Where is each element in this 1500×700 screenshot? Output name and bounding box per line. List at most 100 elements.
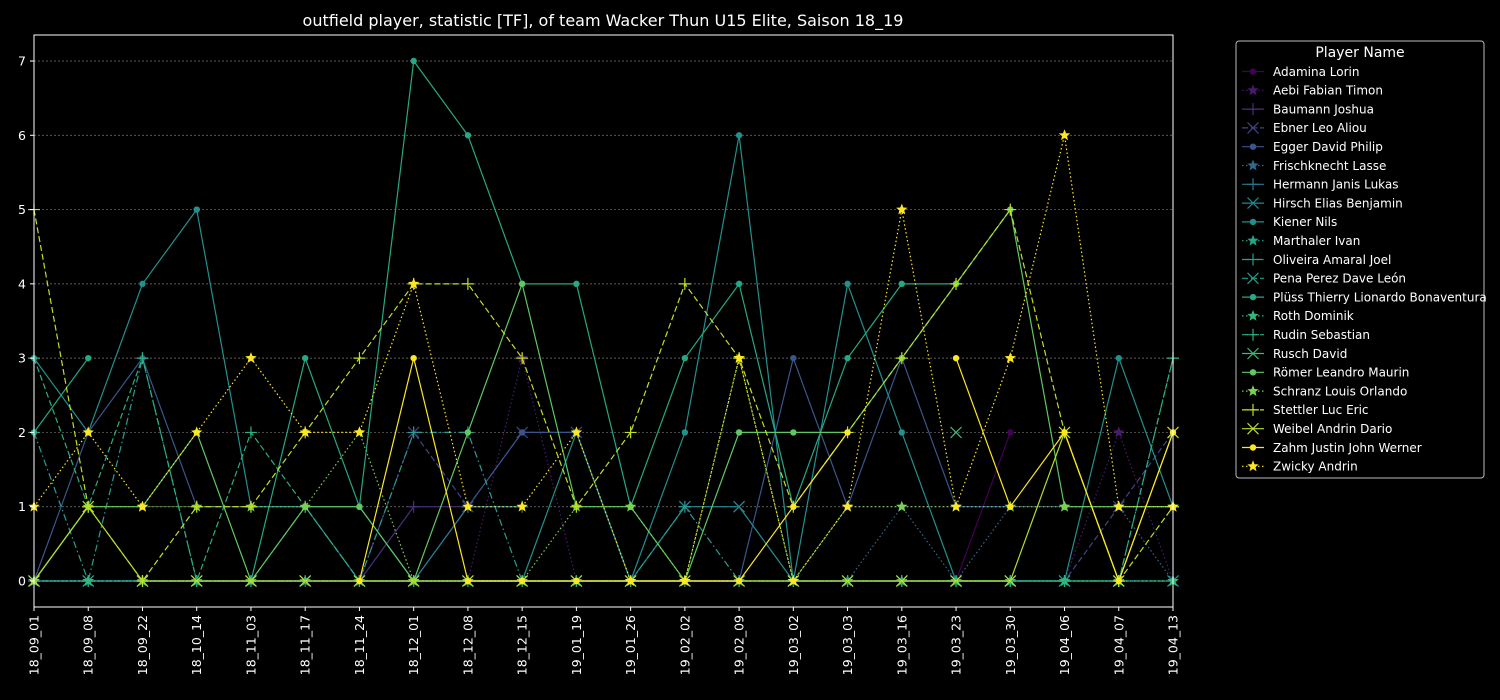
data-point: [1004, 575, 1017, 587]
legend-item-hirsch-elias-benjamin: Hirsch Elias Benjamin: [1242, 196, 1403, 210]
y-tick-label: 5: [18, 202, 26, 217]
legend-marker: [1247, 309, 1259, 321]
x-tick-label: 18_10_14: [189, 615, 204, 675]
data-point: [518, 280, 526, 288]
x-tick-label: 18_09_22: [135, 615, 150, 675]
legend-label: Roth Dominik: [1273, 309, 1354, 323]
legend-item-pluss-thierry-lionardo-bonaventura: Plüss Thierry Lionardo Bonaventura: [1242, 290, 1487, 304]
data-point: [461, 277, 474, 290]
legend-marker: [1249, 293, 1257, 301]
data-point: [624, 426, 637, 439]
data-point: [191, 426, 203, 438]
legend-item-zwicky-andrin: Zwicky Andrin: [1242, 460, 1358, 474]
series-zwicky-andrin: [28, 129, 1179, 586]
legend-label: Rudin Sebastian: [1273, 328, 1370, 342]
data-point: [407, 500, 420, 513]
data-point: [136, 352, 149, 365]
data-point: [1061, 429, 1068, 436]
y-tick-label: 7: [18, 54, 26, 69]
legend-label: Rusch David: [1273, 347, 1347, 361]
legend-label: Aebi Fabian Timon: [1273, 84, 1383, 98]
x-tick-label: 18_09_01: [27, 615, 42, 675]
x-tick-label: 19_02_09: [732, 615, 747, 675]
legend-marker: [1247, 328, 1259, 341]
data-point: [678, 500, 691, 513]
data-point: [301, 354, 309, 362]
legend-label: Zahm Justin John Werner: [1273, 441, 1422, 455]
data-point: [735, 429, 743, 436]
series-pluss-thierry-lionardo-bonaventura: [30, 57, 960, 585]
y-tick-label: 6: [18, 128, 26, 143]
y-tick-label: 3: [18, 351, 26, 366]
data-point: [1004, 352, 1016, 363]
data-point: [679, 575, 691, 586]
legend-item-ebner-leo-aliou: Ebner Leo Aliou: [1242, 121, 1367, 135]
y-tick-label: 4: [18, 276, 26, 291]
data-point: [82, 426, 94, 438]
series-line: [955, 357, 1174, 583]
legend-label: Weibel Andrin Dario: [1273, 422, 1392, 436]
legend-label: Pena Perez Dave León: [1273, 272, 1406, 286]
series-line: [34, 506, 1173, 582]
data-point: [841, 500, 854, 512]
series-line: [33, 208, 1174, 583]
data-point: [950, 426, 962, 439]
legend-title: Player Name: [1315, 45, 1404, 61]
legend-item-kiener-nils: Kiener Nils: [1242, 215, 1337, 229]
data-point: [950, 575, 962, 587]
data-point: [136, 575, 149, 587]
data-point: [844, 280, 851, 288]
series-line: [34, 505, 1174, 583]
data-point: [844, 429, 851, 436]
legend-label: Plüss Thierry Lionardo Bonaventura: [1273, 290, 1487, 304]
data-point: [1113, 426, 1125, 438]
data-point: [299, 426, 311, 438]
legend-item-rusch-david: Rusch David: [1242, 347, 1347, 361]
y-tick-label: 0: [18, 574, 26, 589]
data-point: [356, 577, 363, 585]
legend-marker: [1247, 197, 1259, 210]
legend-label: Oliveira Amaral Joel: [1273, 253, 1391, 267]
x-tick-label: 18_11_17: [298, 615, 313, 675]
data-point: [681, 429, 689, 436]
data-point: [895, 575, 908, 587]
data-point: [735, 280, 743, 288]
x-tick-label: 19_01_19: [569, 615, 584, 675]
data-point: [787, 575, 799, 586]
legend: Player Name Adamina Lorin Aebi Fabian Tim…: [1235, 40, 1487, 479]
grid-layer: [34, 60, 1173, 582]
data-point: [244, 426, 257, 439]
data-point: [573, 577, 580, 585]
x-tick-label: 19_04_06: [1057, 615, 1072, 675]
y-axis: 0 1 2 3 4 5 6 7: [18, 54, 34, 589]
legend-label: Schranz Louis Orlando: [1273, 384, 1407, 398]
data-point: [1115, 577, 1122, 585]
legend-item-egger-david-philip: Egger David Philip: [1242, 140, 1383, 154]
series-zahm-justin-john-werner: [356, 354, 1177, 585]
data-point: [410, 57, 417, 65]
legend-item-frischknecht-lasse: Frischknecht Lasse: [1242, 159, 1386, 173]
legend-marker: [1249, 369, 1257, 376]
legend-label: Römer Leandro Maurin: [1273, 366, 1409, 380]
legend-item-marthaler-ivan: Marthaler Ivan: [1242, 234, 1360, 248]
legend-marker: [1247, 178, 1259, 191]
data-point: [1007, 429, 1014, 436]
data-point: [1058, 129, 1071, 141]
data-point: [1058, 575, 1071, 587]
legend-label: Kiener Nils: [1273, 215, 1337, 229]
x-tick-label: 19_04_13: [1166, 615, 1181, 675]
data-point: [193, 206, 200, 213]
legend-marker: [1247, 234, 1259, 246]
x-tick-label: 18_12_08: [460, 615, 475, 675]
data-point: [353, 352, 366, 365]
x-axis: 18_09_01 18_09_08 18_09_22 18_10_14 18_11_03…: [27, 607, 1181, 675]
x-tick-label: 19_04_07: [1111, 615, 1126, 675]
series-rusch-david: [950, 426, 962, 439]
x-tick-label: 19_03_30: [1003, 615, 1018, 675]
legend-label: Frischknecht Lasse: [1273, 159, 1386, 173]
series-egger-david-philip: [30, 354, 1014, 585]
legend-marker: [1249, 143, 1257, 150]
data-point: [516, 352, 529, 365]
x-tick-label: 19_02_02: [677, 615, 692, 675]
data-point: [844, 354, 851, 362]
